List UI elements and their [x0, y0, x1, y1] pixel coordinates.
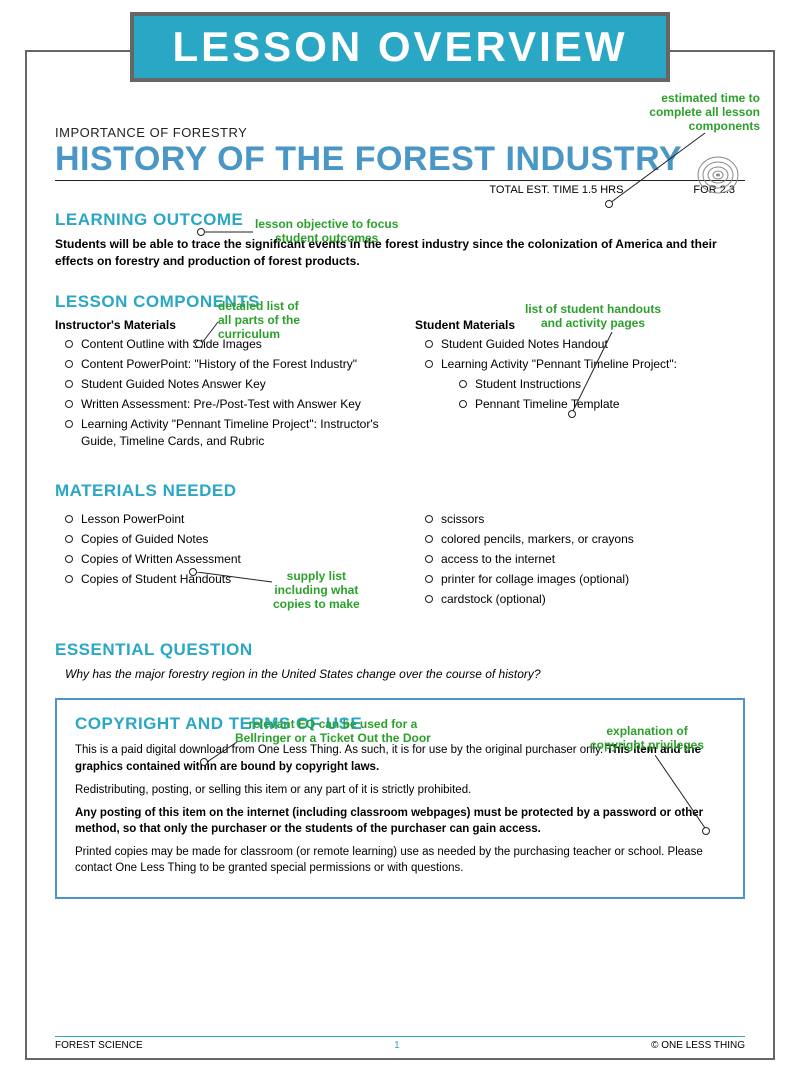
list-item: cardstock (optional)	[425, 591, 745, 607]
ann-dot	[189, 568, 197, 576]
banner-text: LESSON OVERVIEW	[173, 23, 628, 71]
list-item: printer for collage images (optional)	[425, 571, 745, 587]
ann-line	[655, 755, 710, 830]
meta-time: TOTAL EST. TIME 1.5 HRS	[489, 184, 623, 196]
list-item: access to the internet	[425, 551, 745, 567]
ann-objective: lesson objective to focusstudent outcome…	[255, 218, 398, 246]
materials-heading: MATERIALS NEEDED	[55, 481, 745, 501]
ann-time: estimated time tocomplete all lessoncomp…	[649, 92, 760, 133]
footer-right: © ONE LESS THING	[651, 1040, 745, 1051]
ann-dot	[200, 758, 208, 766]
list-item: Copies of Written Assessment	[65, 551, 385, 567]
content-area: IMPORTANCE OF FORESTRY HISTORY OF THE FO…	[55, 95, 745, 1035]
list-item: Written Assessment: Pre-/Post-Test with …	[65, 396, 385, 412]
ann-components: detailed list ofall parts of thecurricul…	[218, 300, 300, 341]
ann-line	[572, 330, 622, 415]
list-item: colored pencils, markers, or crayons	[425, 531, 745, 547]
learning-outcome-heading: LEARNING OUTCOME	[55, 210, 745, 230]
banner: LESSON OVERVIEW	[130, 12, 670, 82]
footer-left: FOREST SCIENCE	[55, 1040, 143, 1051]
materials-right: scissors colored pencils, markers, or cr…	[415, 507, 745, 612]
footer-page-num: 1	[394, 1040, 400, 1051]
ann-dot	[197, 228, 205, 236]
ann-line	[610, 130, 730, 205]
copyright-p3: Any posting of this item on the internet…	[75, 805, 725, 837]
list-item: Lesson PowerPoint	[65, 511, 385, 527]
ann-dot	[702, 827, 710, 835]
ann-handouts: list of student handoutsand activity pag…	[525, 303, 661, 331]
list-item: Copies of Guided Notes	[65, 531, 385, 547]
ann-dot	[195, 340, 203, 348]
footer: FOREST SCIENCE 1 © ONE LESS THING	[55, 1036, 745, 1051]
ann-line	[205, 225, 255, 240]
ann-dot	[568, 410, 576, 418]
copyright-p4: Printed copies may be made for classroom…	[75, 844, 725, 876]
list-item: Student Guided Notes Answer Key	[65, 376, 385, 392]
ann-eq: relevant EQ can be used for aBellringer …	[235, 718, 431, 746]
eq-heading: ESSENTIAL QUESTION	[55, 640, 745, 660]
copyright-p2: Redistributing, posting, or selling this…	[75, 782, 725, 798]
ann-copyright: explanation ofcopyright privileges	[590, 725, 704, 753]
list-item: scissors	[425, 511, 745, 527]
instructor-list: Content Outline with Slide Images Conten…	[55, 336, 385, 449]
list-item: Learning Activity "Pennant Timeline Proj…	[65, 416, 385, 448]
ann-materials: supply listincluding whatcopies to make	[273, 570, 360, 611]
learning-outcome-text: Students will be able to trace the signi…	[55, 236, 745, 270]
components-columns: Instructor's Materials Content Outline w…	[55, 318, 745, 453]
list-item: Content PowerPoint: "History of the Fore…	[65, 356, 385, 372]
ann-dot	[605, 200, 613, 208]
eq-text: Why has the major forestry region in the…	[55, 666, 745, 683]
materials-columns: Lesson PowerPoint Copies of Guided Notes…	[55, 507, 745, 612]
materials-right-list: scissors colored pencils, markers, or cr…	[415, 511, 745, 608]
ann-line	[197, 572, 275, 587]
